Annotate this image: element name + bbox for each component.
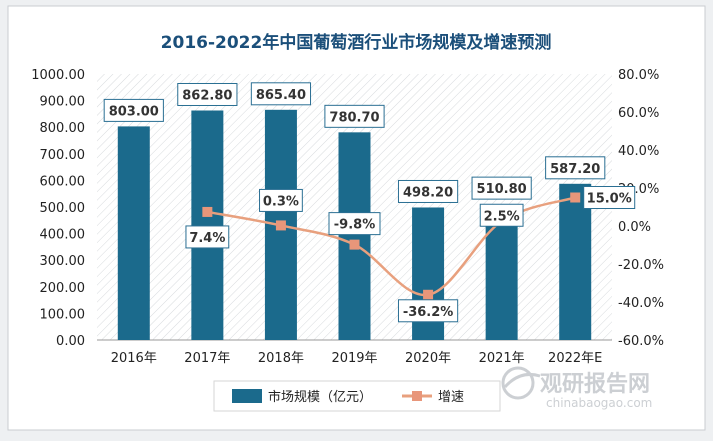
left-tick-label: 800.00 [40, 121, 86, 136]
line-data-label: 0.3% [263, 194, 299, 209]
right-tick-label: 40.0% [618, 144, 659, 159]
bar-data-label: 498.20 [403, 185, 453, 200]
bar-data-label-box [103, 98, 164, 122]
line-data-label: -36.2% [403, 305, 454, 320]
line-marker [570, 192, 581, 203]
watermark-brand: 观研报告网 [540, 372, 650, 397]
left-tick-label: 100.00 [40, 307, 86, 322]
x-axis-labels: 2016年 2017年 2018年 2019年 2020年 2021年 2022年E [111, 351, 603, 366]
line-data-label: 2.5% [484, 209, 520, 224]
left-tick-label: 600.00 [40, 174, 86, 189]
bar-data-label: 587.20 [550, 162, 600, 177]
left-tick-label: 1000.00 [31, 68, 85, 83]
category-label: 2017年 [184, 351, 230, 366]
bar-data-label: 865.40 [256, 88, 306, 103]
bar [117, 126, 150, 340]
category-label: 2022年E [548, 351, 602, 366]
line-marker [349, 239, 360, 250]
watermark-logo-icon [501, 366, 535, 400]
watermark: 观研报告网 chinabaogao.com [501, 366, 652, 410]
category-label: 2021年 [479, 351, 525, 366]
legend-bar-label: 市场规模（亿元） [268, 389, 372, 405]
line-marker [423, 289, 434, 300]
bar-data-labels: 803.00 862.80 865.40 780.70 498.20 510.80 587.… [103, 82, 606, 203]
line-marker [202, 206, 213, 217]
bar-data-label: 510.80 [477, 182, 527, 197]
right-tick-label: -60.0% [618, 334, 664, 349]
left-tick-label: 400.00 [40, 228, 86, 243]
legend-line-label: 增速 [438, 390, 464, 405]
bar [559, 183, 592, 340]
left-axis: 0.00 100.00 200.00 300.00 400.00 500.00 600.00… [31, 68, 85, 349]
line-data-label-box [185, 225, 230, 249]
bar-data-label-box [471, 176, 532, 200]
line-data-label-box [479, 203, 524, 227]
bar-data-label: 780.70 [329, 110, 379, 125]
right-tick-label: -40.0% [618, 296, 664, 311]
right-tick-label: 60.0% [618, 106, 659, 121]
category-label: 2016年 [111, 351, 157, 366]
right-tick-label: -20.0% [618, 258, 664, 273]
line-data-label: 15.0% [587, 192, 632, 207]
line-data-labels: 7.4% 0.3% -9.8% -36.2% 2.5% 15.0% [185, 186, 636, 323]
bar-data-label: 803.00 [109, 104, 159, 119]
category-label: 2020年 [405, 351, 451, 366]
chart-title: 2016-2022年中国葡萄酒行业市场规模及增速预测 [161, 32, 552, 53]
line-marker [275, 220, 286, 231]
bar-data-label-box [250, 82, 312, 106]
left-tick-label: 900.00 [40, 95, 86, 110]
line-data-label: 7.4% [189, 231, 225, 246]
left-tick-label: 500.00 [40, 201, 86, 216]
line-data-label-box [259, 188, 303, 212]
bar-data-label-box [177, 82, 238, 106]
bar-data-label-box [324, 104, 385, 128]
left-tick-label: 300.00 [40, 254, 86, 269]
watermark-url: chinabaogao.com [546, 396, 652, 410]
category-label: 2018年 [258, 351, 304, 366]
bar-data-label: 862.80 [182, 88, 232, 103]
line-data-label-box [397, 299, 459, 323]
bar-series [117, 109, 592, 341]
left-tick-label: 700.00 [40, 148, 86, 163]
right-tick-label: 0.0% [618, 220, 651, 235]
line-data-label: -9.8% [334, 218, 375, 233]
left-tick-label: 0.00 [56, 334, 85, 349]
watermark-swoosh-icon [503, 372, 541, 389]
bar [191, 110, 224, 340]
legend-bar-swatch [232, 389, 262, 403]
legend-line-marker [412, 391, 422, 401]
right-tick-label: 80.0% [618, 68, 659, 83]
bar-data-label-box [545, 156, 606, 180]
bar [485, 204, 518, 340]
line-data-label-box [328, 212, 381, 236]
bar-data-label-box [397, 179, 459, 203]
bar [338, 132, 371, 340]
category-label: 2019年 [331, 351, 377, 366]
left-tick-label: 200.00 [40, 281, 86, 296]
line-data-label-box [583, 186, 636, 209]
